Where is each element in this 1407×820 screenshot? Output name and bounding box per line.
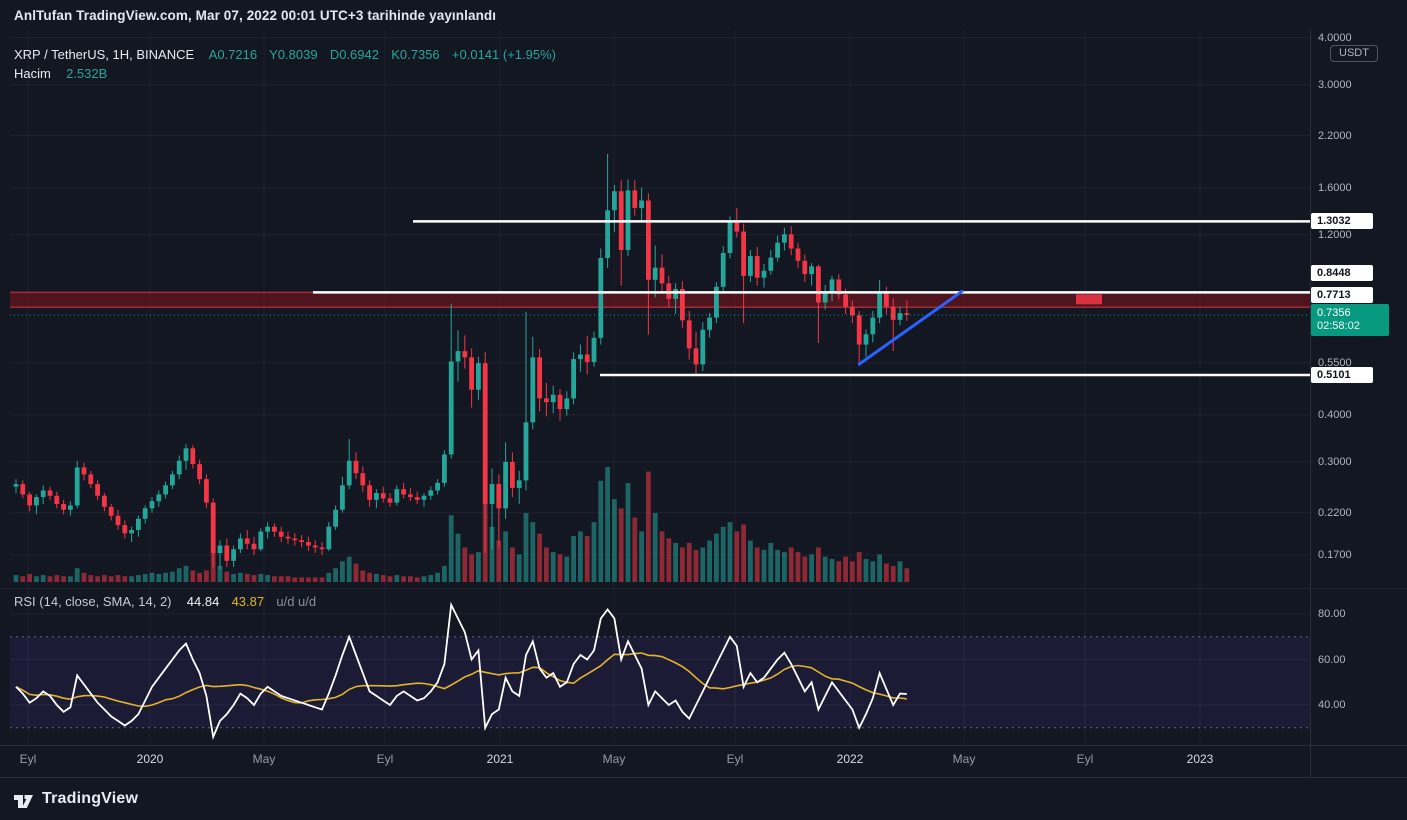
volume-value: 2.532B <box>66 66 108 81</box>
footer-bar: TradingView <box>0 778 1407 820</box>
symbol-legend[interactable]: XRP / TetherUS, 1H, BINANCE A0.7216 Y0.8… <box>14 47 556 62</box>
rsi-title: RSI (14, close, SMA, 14, 2) <box>14 594 172 609</box>
tradingview-logo-icon[interactable] <box>13 789 34 810</box>
rsi-legend[interactable]: RSI (14, close, SMA, 14, 2) 44.84 43.87 … <box>14 594 316 609</box>
ohlc-high: Y0.8039 <box>269 47 318 62</box>
ohlc-close: K0.7356 <box>391 47 440 62</box>
change-value: +0.0141 (+1.95%) <box>451 47 556 62</box>
brand-text[interactable]: TradingView <box>42 790 139 807</box>
symbol-title: XRP / TetherUS, 1H, BINANCE <box>14 47 195 62</box>
publication-bar: AnlTufan TradingView.com, Mar 07, 2022 0… <box>0 0 1407 30</box>
volume-bars <box>13 467 910 582</box>
rsi-ma-value: 43.87 <box>231 594 265 609</box>
candles <box>13 153 910 570</box>
rsi-value: 44.84 <box>186 594 220 609</box>
volume-label: Hacim <box>14 66 51 81</box>
publication-caption: AnlTufan TradingView.com, Mar 07, 2022 0… <box>14 7 497 23</box>
volume-legend[interactable]: Hacim 2.532B <box>14 66 107 81</box>
ohlc-open: A0.7216 <box>208 47 258 62</box>
ohlc-low: D0.6942 <box>329 47 379 62</box>
rsi-extra: u/d u/d <box>276 594 317 609</box>
